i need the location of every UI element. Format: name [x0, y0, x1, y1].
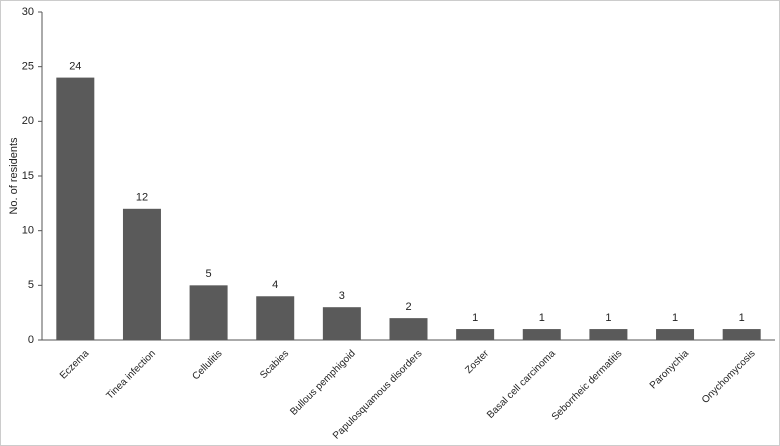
data-label: 1 — [472, 312, 478, 324]
y-tick-label: 0 — [28, 334, 34, 346]
y-tick-label: 20 — [22, 115, 34, 127]
y-tick-label: 25 — [22, 61, 34, 73]
bar — [389, 318, 428, 340]
bar — [122, 208, 161, 340]
y-tick-label: 15 — [22, 170, 34, 182]
data-label: 24 — [69, 61, 81, 73]
bar — [56, 77, 95, 340]
bar — [322, 307, 361, 340]
bar — [256, 296, 295, 340]
y-tick-label: 30 — [22, 6, 34, 18]
bar — [589, 329, 628, 340]
data-label: 4 — [272, 279, 278, 291]
data-label: 2 — [405, 301, 411, 313]
data-label: 1 — [672, 312, 678, 324]
bar — [722, 329, 761, 340]
data-label: 1 — [739, 312, 745, 324]
y-tick-label: 10 — [22, 225, 34, 237]
data-label: 5 — [206, 268, 212, 280]
bar — [522, 329, 561, 340]
bar — [656, 329, 695, 340]
data-label: 3 — [339, 290, 345, 302]
data-label: 1 — [539, 312, 545, 324]
y-axis-label: No. of residents — [8, 137, 20, 215]
data-label: 12 — [136, 192, 148, 204]
data-label: 1 — [605, 312, 611, 324]
bar — [456, 329, 495, 340]
y-tick-label: 5 — [28, 279, 34, 291]
bar — [189, 285, 228, 340]
